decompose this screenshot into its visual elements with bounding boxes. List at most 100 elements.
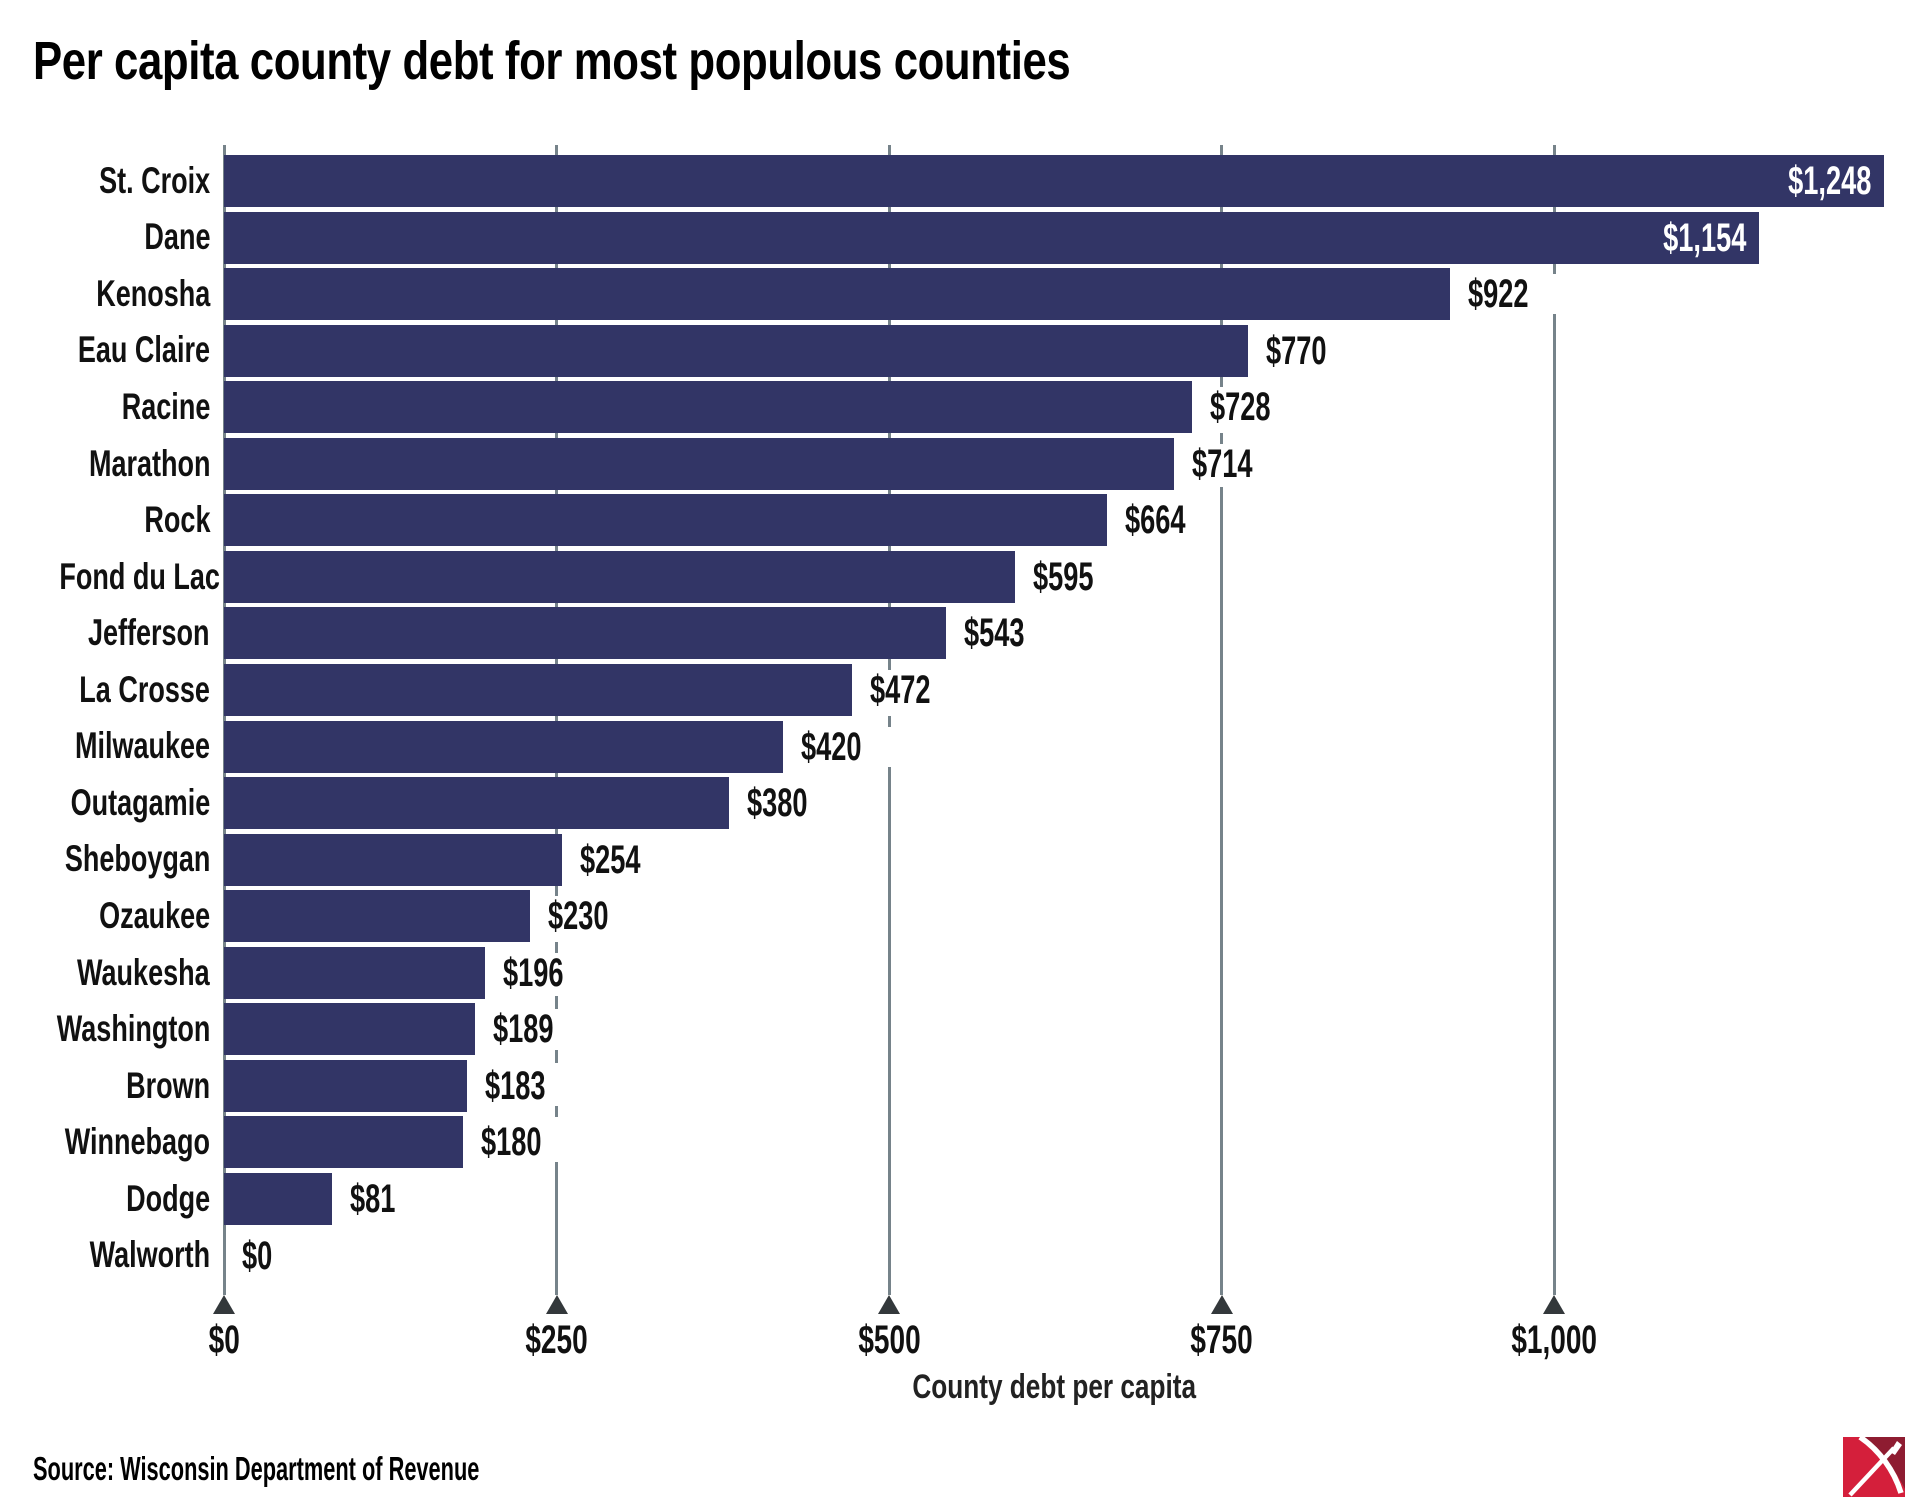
bar [224, 1003, 476, 1056]
value-label: $196 [496, 952, 598, 993]
bar [224, 1059, 468, 1112]
category-label: Eau Claire [0, 322, 210, 387]
category-label-text: Dodge [125, 1177, 210, 1219]
category-label: Dane [0, 209, 210, 274]
gridline-750 [1220, 378, 1223, 493]
value-label: $770 [1260, 330, 1362, 371]
axis-tick-marker [1543, 1295, 1565, 1314]
chart-row: Milwaukee $420 [0, 718, 1920, 775]
x-tick-label: $1,000 [1511, 1318, 1597, 1362]
category-label-text: La Crosse [79, 668, 210, 710]
gridline-500 [887, 718, 891, 1295]
x-axis-title-text: County debt per capita [912, 1368, 1196, 1406]
category-label: Jefferson [0, 605, 210, 670]
category-label-text: St. Croix [98, 159, 210, 201]
value-label: $0 [236, 1235, 293, 1276]
chart-row: Ozaukee $230 [0, 888, 1920, 945]
page-title: Per capita county debt for most populous… [33, 31, 1071, 91]
bar: $1,248 [224, 154, 1884, 207]
chart-row: Rock $664 [0, 492, 1920, 549]
chart-row: Racine $728 [0, 379, 1920, 436]
bar [224, 550, 1016, 603]
publisher-pickaxe-logo [1843, 1437, 1905, 1497]
chart-row: La Crosse $472 [0, 662, 1920, 719]
value-label: $380 [741, 783, 843, 824]
chart-row: Jefferson $543 [0, 605, 1920, 662]
category-label-text: Milwaukee [74, 725, 210, 767]
bar [224, 607, 947, 660]
chart-row: Walworth $0 [0, 1227, 1920, 1284]
category-label-text: Brown [125, 1064, 210, 1106]
bar [224, 777, 730, 830]
category-label-text: Waukesha [77, 951, 210, 993]
axis-tick-marker [878, 1295, 900, 1314]
chart-row: Washington $189 [0, 1001, 1920, 1058]
axis-tick-marker [1210, 1295, 1233, 1314]
gridline-250 [555, 1170, 558, 1295]
category-label: Kenosha [0, 266, 210, 331]
category-label: Dodge [0, 1171, 210, 1236]
value-label: $254 [573, 839, 675, 880]
axis-tick-marker [213, 1295, 235, 1314]
category-label-text: Winnebago [64, 1121, 210, 1163]
value-label: $922 [1462, 274, 1564, 315]
category-label: Milwaukee [0, 718, 210, 783]
category-label-text: Jefferson [88, 612, 210, 654]
value-label: $230 [541, 896, 643, 937]
chart-row: Brown $183 [0, 1058, 1920, 1115]
bar [224, 890, 530, 943]
category-label-text: Racine [121, 385, 210, 427]
category-label: Racine [0, 379, 210, 444]
bar [224, 1116, 464, 1169]
category-label: Sheboygan [0, 831, 210, 896]
value-label: $189 [487, 1009, 589, 1050]
chart-row: Dane $1,154 [0, 209, 1920, 266]
gridline-0 [222, 145, 226, 1295]
category-label: Waukesha [0, 945, 210, 1010]
value-label: $81 [343, 1179, 423, 1220]
chart-row: Winnebago $180 [0, 1114, 1920, 1171]
category-label-text: Fond du Lac [59, 555, 220, 597]
category-label-text: Dane [143, 216, 210, 258]
category-label: Fond du Lac [0, 549, 220, 614]
bar [224, 720, 783, 773]
category-label-text: Kenosha [95, 272, 210, 314]
chart-row: Sheboygan $254 [0, 831, 1920, 888]
axis-tick-marker [545, 1295, 568, 1314]
chart-row: Waukesha $196 [0, 945, 1920, 1002]
value-label: $728 [1204, 387, 1306, 428]
bar [224, 268, 1451, 321]
gridline-750 [1220, 492, 1223, 1295]
value-label: $472 [863, 670, 965, 710]
bar [224, 381, 1193, 434]
value-label: $420 [794, 726, 896, 767]
bar [224, 664, 852, 716]
chart-row: Outagamie $380 [0, 775, 1920, 832]
category-label-text: Sheboygan [64, 838, 210, 880]
value-label: $1,248 [1788, 158, 1872, 203]
chart-row: Fond du Lac $595 [0, 549, 1920, 606]
category-label-text: Eau Claire [77, 329, 210, 371]
value-label: $714 [1185, 443, 1287, 484]
chart-row: Marathon $714 [0, 436, 1920, 493]
category-label: Winnebago [0, 1114, 210, 1179]
bar [224, 494, 1108, 547]
x-tick-label: $750 [1190, 1318, 1253, 1362]
category-label: Ozaukee [0, 888, 210, 953]
chart-row: Eau Claire $770 [0, 322, 1920, 379]
x-tick-label: $250 [525, 1318, 588, 1362]
gridline-1000 [1552, 145, 1556, 1295]
chart-row: Dodge $81 [0, 1171, 1920, 1228]
category-label: La Crosse [0, 662, 210, 727]
category-label-text: Washington [56, 1008, 211, 1050]
bar [224, 437, 1174, 490]
category-label: Rock [0, 492, 210, 557]
bar [224, 1173, 332, 1226]
category-label-text: Marathon [88, 442, 210, 484]
value-label: $543 [958, 613, 1060, 654]
category-label: Marathon [0, 436, 210, 501]
x-tick-label: $500 [857, 1318, 921, 1362]
value-label: $183 [479, 1065, 581, 1106]
bar [224, 833, 562, 886]
